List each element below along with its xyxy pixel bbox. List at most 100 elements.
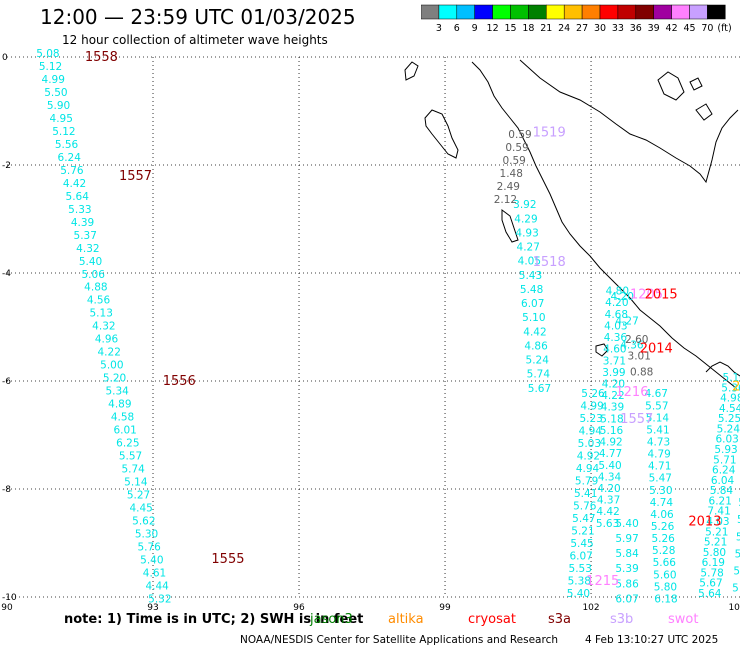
swh-value: 5.08: [36, 48, 59, 60]
swh-value: 5.64: [66, 191, 90, 203]
color-swatch: [474, 4, 493, 20]
swh-value: 4.05: [518, 256, 541, 268]
swh-value: 5.00: [100, 360, 123, 372]
swh-value: 4.99: [580, 401, 603, 413]
swh-value: 4.88: [84, 282, 107, 294]
swh-value: 5.40: [598, 460, 621, 472]
swh-value: 5.79: [737, 514, 740, 526]
color-swatch: [689, 4, 708, 20]
color-swatch: [707, 4, 726, 20]
satellite-legend-item: s3b: [610, 612, 634, 627]
lat-tick-label: -2: [2, 161, 11, 171]
swh-value: 4.03: [604, 320, 627, 332]
swh-value: 4.42: [63, 178, 86, 190]
swh-value: 5.13: [90, 308, 113, 320]
swh-value: 5.47: [649, 473, 672, 485]
swh-value: 6.04: [711, 475, 735, 487]
track-number-label: 1518: [533, 255, 566, 270]
swh-value: 5.30: [649, 485, 672, 497]
color-unit-label: (ft): [717, 23, 731, 34]
swh-value: 7.41: [707, 506, 730, 518]
color-tick-label: 36: [630, 23, 642, 34]
swh-value: 5.57: [119, 451, 142, 463]
footer-timestamp: 4 Feb 13:10:27 UTC 2025: [585, 634, 719, 646]
swh-value: 5.36: [721, 382, 740, 394]
swh-value: 5.50: [44, 87, 67, 99]
swh-value: 0.59: [502, 155, 525, 167]
swh-value: 5.10: [522, 312, 545, 324]
swh-value: 2.60: [625, 334, 648, 346]
swh-value: 4.29: [514, 213, 537, 225]
swh-value: 4.96: [95, 334, 119, 346]
color-swatch: [546, 4, 565, 20]
lon-tick-label: 99: [439, 603, 451, 613]
swh-value: 4.54: [719, 403, 740, 415]
swh-value: 6.07: [521, 298, 544, 310]
color-swatch: [563, 4, 583, 20]
color-tick-label: 18: [522, 23, 534, 34]
swh-value: 0.88: [630, 367, 653, 379]
swh-value: 5.80: [703, 547, 726, 559]
swh-value: 4.44: [145, 580, 169, 592]
swh-value: 6.24: [712, 465, 736, 477]
swh-value: 5.67: [699, 578, 722, 590]
swh-value: 4.92: [599, 437, 622, 449]
color-swatch: [421, 4, 440, 20]
track-number-label: 1555: [211, 552, 244, 567]
swh-value: 5.12: [39, 61, 62, 73]
swh-value: 4.42: [523, 326, 546, 338]
swh-value: 5.45: [570, 538, 593, 550]
swh-value: 5.26: [581, 388, 605, 400]
swh-value: 5.56: [55, 139, 79, 151]
swh-value: 4.95: [50, 113, 73, 125]
swh-value: 5.12: [52, 126, 75, 138]
track-number-label: 1216: [615, 385, 648, 400]
swh-value: 4.77: [599, 448, 622, 460]
swh-value: 4.94: [576, 463, 600, 475]
satellite-legend-item: swot: [668, 612, 699, 627]
swh-value: 5.64: [698, 588, 722, 600]
swh-value: 5.10: [722, 372, 740, 384]
swh-value: 5.79: [575, 476, 598, 488]
swh-value: 5.63: [596, 518, 619, 530]
swh-value: 5.48: [520, 284, 543, 296]
swh-value: 5.14: [124, 477, 148, 489]
swh-value: 5.38: [568, 576, 591, 588]
swh-value: 5.24: [717, 423, 740, 435]
swh-value: 5.1: [732, 583, 740, 595]
color-legend-ticks: 3 6 9 12 15 18 21 24 27 30 33 36 39 42 45 70 (ft): [436, 23, 731, 34]
swh-value: 3.92: [513, 199, 536, 211]
color-swatch: [635, 4, 654, 20]
color-swatch: [456, 4, 475, 20]
nias-island: [424, 109, 459, 159]
swh-value: 4.79: [647, 449, 670, 461]
swh-value: 4.22: [601, 390, 624, 402]
color-tick-label: 70: [701, 23, 713, 34]
swh-value: 5.40: [567, 588, 590, 600]
track-number-label: 2013: [688, 514, 721, 529]
siberut-island: [501, 209, 519, 243]
color-tick-label: 39: [648, 23, 660, 34]
swh-value: 5.62: [132, 515, 155, 527]
track-number-label: 1557: [620, 412, 653, 427]
footer-credit: NOAA/NESDIS Center for Satellite Applica…: [240, 634, 558, 646]
swh-value: 4.73: [647, 436, 670, 448]
track-number-label: 1557: [119, 169, 152, 184]
color-tick-label: 6: [454, 23, 460, 34]
swh-value: 4.89: [108, 399, 131, 411]
swh-value: 4.71: [648, 461, 671, 473]
lon-tick-label: 90: [1, 603, 13, 613]
lon-tick-label: 93: [147, 603, 158, 613]
lat-tick-label: -6: [2, 377, 11, 387]
swh-value: 1.48: [500, 168, 523, 180]
swh-value: 4.68: [605, 309, 628, 321]
swh-value: 5.41: [646, 424, 669, 436]
swh-value: 5.0: [735, 548, 740, 560]
riau-islands: [657, 71, 713, 121]
lat-tick-label: 0: [2, 53, 8, 63]
swh-value: 0.59: [505, 142, 528, 154]
swh-value: 4.20: [605, 297, 628, 309]
swh-value: 5.40: [79, 256, 102, 268]
